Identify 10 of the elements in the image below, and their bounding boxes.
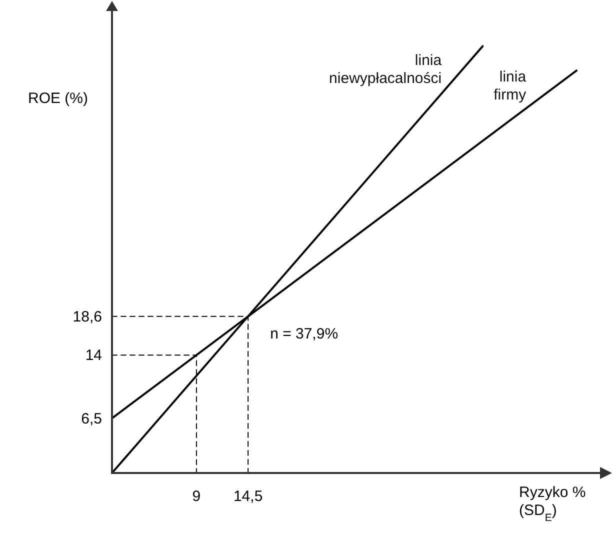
y-axis-title: ROE (%): [28, 90, 88, 107]
y-tick-label: 14: [85, 347, 102, 364]
x-axis-title: Ryzyko % (SD$_{E}$): [519, 484, 586, 524]
annotation: n = 37,9%: [270, 325, 338, 342]
series-label: linia niewypłacalności: [329, 52, 442, 87]
y-tick-label: 18,6: [72, 308, 102, 326]
x-tick-label: 9: [192, 488, 201, 505]
y-tick-label: 6,5: [81, 410, 102, 428]
x-tick-label: 14,5: [233, 488, 263, 505]
series-label: linia firmy: [494, 68, 527, 104]
